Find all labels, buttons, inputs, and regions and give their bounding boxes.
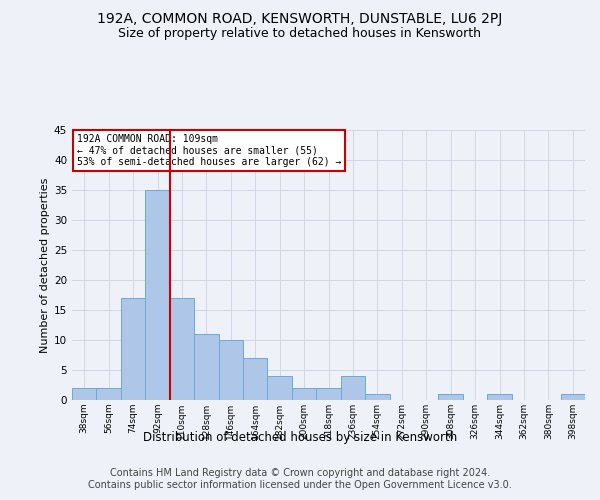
Bar: [560, 394, 585, 400]
Bar: [97, 388, 121, 400]
Bar: [268, 376, 292, 400]
Bar: [170, 298, 194, 400]
Bar: [487, 394, 512, 400]
Y-axis label: Number of detached properties: Number of detached properties: [40, 178, 50, 352]
Bar: [243, 358, 268, 400]
Bar: [292, 388, 316, 400]
Text: Contains public sector information licensed under the Open Government Licence v3: Contains public sector information licen…: [88, 480, 512, 490]
Bar: [194, 334, 218, 400]
Bar: [439, 394, 463, 400]
Bar: [365, 394, 389, 400]
Bar: [316, 388, 341, 400]
Bar: [145, 190, 170, 400]
Text: Distribution of detached houses by size in Kensworth: Distribution of detached houses by size …: [143, 431, 457, 444]
Text: Contains HM Land Registry data © Crown copyright and database right 2024.: Contains HM Land Registry data © Crown c…: [110, 468, 490, 477]
Bar: [72, 388, 97, 400]
Bar: [218, 340, 243, 400]
Bar: [341, 376, 365, 400]
Bar: [121, 298, 145, 400]
Text: Size of property relative to detached houses in Kensworth: Size of property relative to detached ho…: [119, 28, 482, 40]
Text: 192A COMMON ROAD: 109sqm
← 47% of detached houses are smaller (55)
53% of semi-d: 192A COMMON ROAD: 109sqm ← 47% of detach…: [77, 134, 341, 167]
Text: 192A, COMMON ROAD, KENSWORTH, DUNSTABLE, LU6 2PJ: 192A, COMMON ROAD, KENSWORTH, DUNSTABLE,…: [97, 12, 503, 26]
